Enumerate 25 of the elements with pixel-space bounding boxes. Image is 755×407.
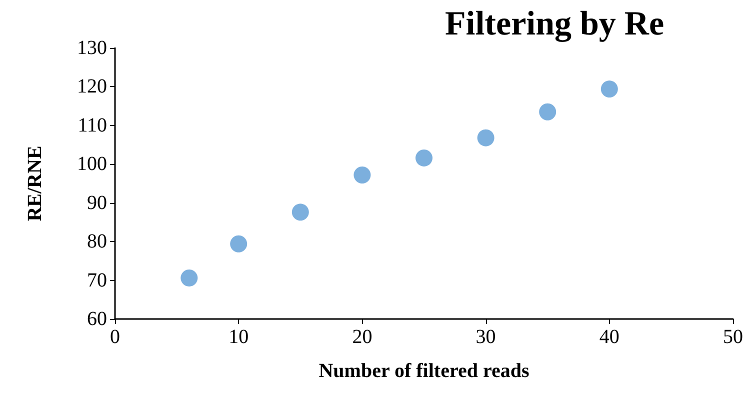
- y-tick-label: 90: [87, 192, 107, 214]
- point: [354, 166, 371, 184]
- point: [180, 269, 198, 286]
- y-tick-label: 60: [87, 308, 107, 330]
- y-tick-label: 80: [87, 230, 107, 253]
- x-tick-label: 40: [599, 326, 620, 348]
- x-tick-label: 30: [476, 326, 496, 348]
- x-axis-title: Number of filtered reads: [318, 360, 530, 382]
- point: [230, 235, 248, 252]
- y-tick-label: 100: [77, 153, 107, 176]
- y-tick-label: 130: [77, 37, 107, 59]
- point: [600, 80, 618, 98]
- point: [416, 149, 432, 166]
- y-tick-label: 70: [87, 269, 107, 292]
- y-axis-title: RE/RNE: [24, 146, 46, 222]
- y-tick-label: 110: [78, 114, 107, 136]
- x-tick-label: 50: [723, 326, 743, 348]
- x-tick-label: 0: [110, 326, 120, 348]
- point: [292, 204, 309, 221]
- y-tick-label: 120: [77, 76, 107, 98]
- point: [477, 129, 494, 146]
- x-tick-label: 20: [352, 326, 372, 348]
- x-tick-label: 10: [228, 326, 249, 348]
- point: [539, 103, 556, 120]
- chart-title: Filtering by Re: [445, 6, 664, 42]
